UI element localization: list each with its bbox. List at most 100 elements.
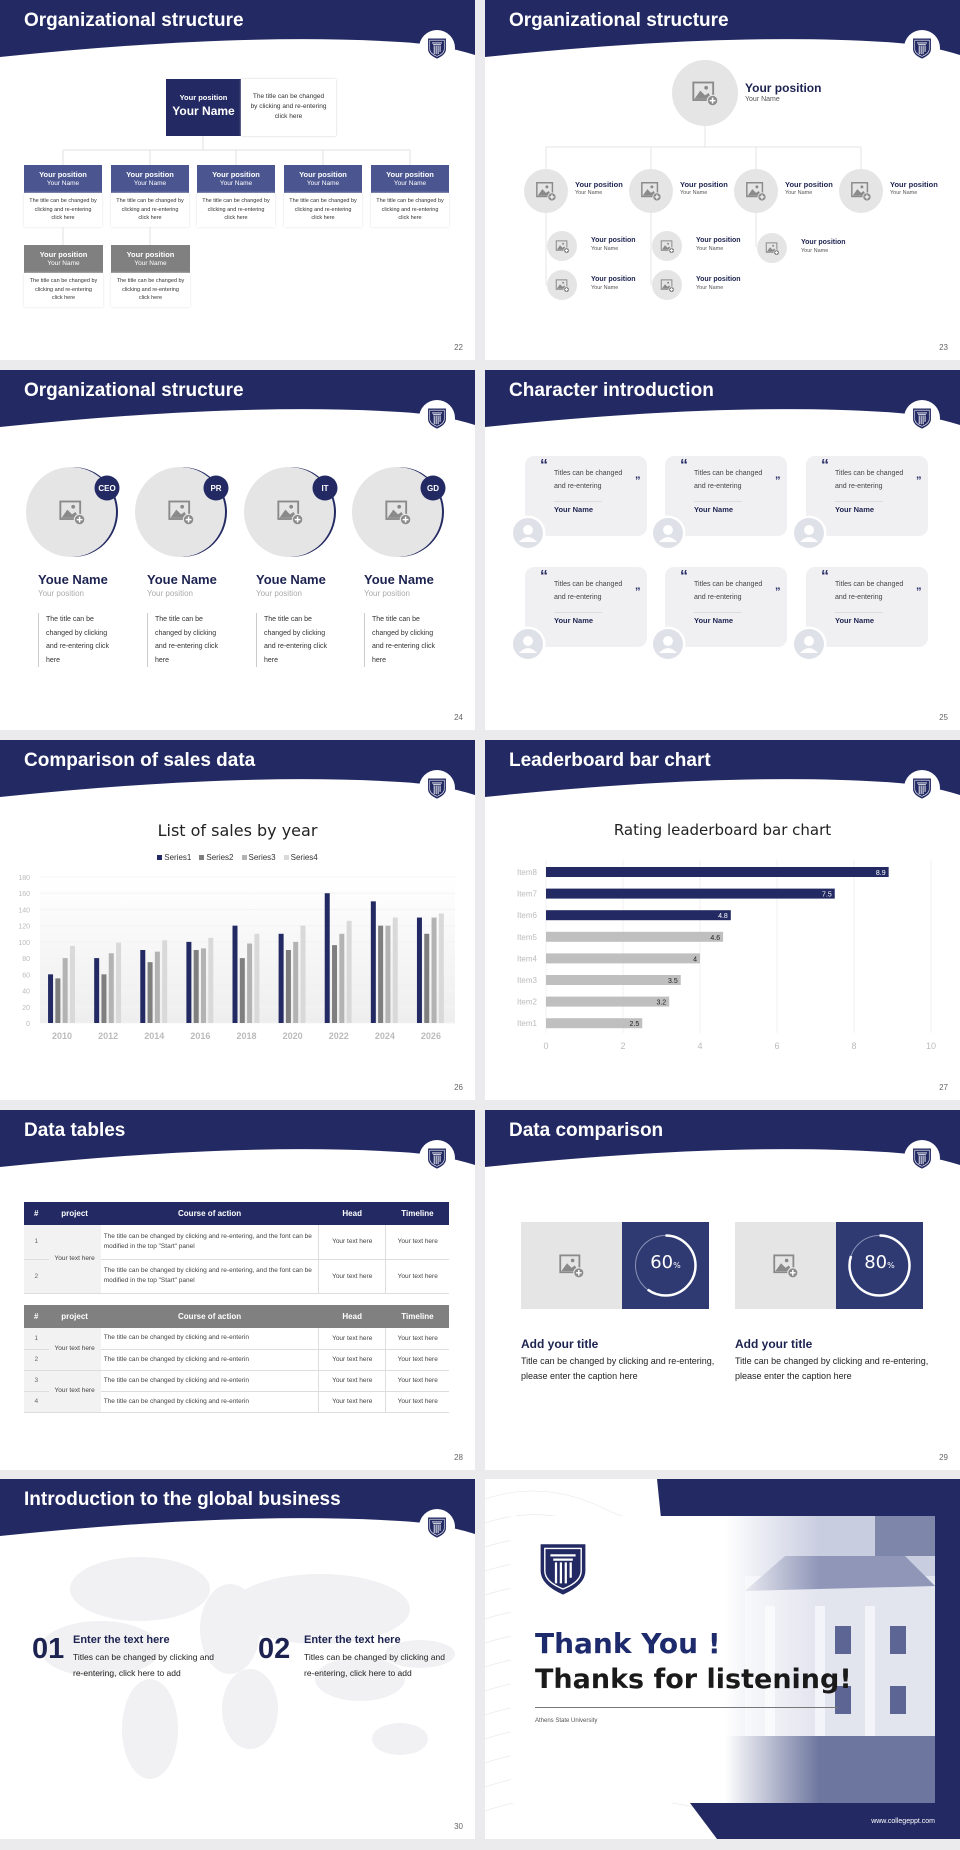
position-label: Your position	[801, 239, 846, 246]
plus	[759, 194, 765, 200]
continent-shape	[70, 1557, 210, 1621]
sun	[771, 244, 774, 247]
chart-title: Rating leaderboard bar chart	[613, 821, 832, 839]
frame	[555, 239, 567, 251]
bar-series4-2020	[300, 925, 306, 1023]
quote-card: “ Titles can be changed and re-entering ” Y…	[665, 567, 787, 647]
position-label: Your position	[126, 250, 175, 259]
name-label: Your Name	[696, 246, 724, 252]
avatar-placeholder	[650, 626, 686, 662]
ring-progress	[848, 1234, 911, 1297]
frame	[772, 1253, 794, 1273]
bar-series2-2014	[147, 962, 153, 1023]
university-name: Athens State University	[535, 1718, 598, 1724]
column-header: Timeline	[401, 1209, 434, 1218]
quote-card: “ Titles can be changed and re-entering ” Y…	[806, 567, 928, 647]
quote-text: Titles can be changed and re-entering	[835, 581, 904, 601]
sun	[666, 281, 669, 284]
thank-you-heading: Thank You !	[535, 1627, 721, 1660]
x-tick-label: 2016	[190, 1031, 210, 1041]
plus	[575, 1269, 582, 1276]
data-table: # project Course of action Head Timeline 1 You…	[24, 1202, 449, 1294]
image-placeholder[interactable]	[735, 1222, 836, 1309]
member-name: Youe Name	[147, 572, 217, 587]
column-header: Head	[342, 1312, 362, 1321]
university-logo	[419, 1140, 455, 1176]
position-label: Your position	[591, 276, 636, 283]
position-box[interactable]: Your position Your Name	[24, 165, 102, 193]
close-quote-icon: ”	[635, 475, 641, 487]
legend-item: Series1	[157, 853, 191, 862]
action-cell: The title can be changed by clicking and…	[100, 1328, 319, 1350]
person-head-icon	[804, 525, 814, 535]
percent-value: 80	[864, 1252, 888, 1273]
open-quote-icon: “	[540, 457, 548, 474]
position-box-gray[interactable]: Your position Your Name	[24, 245, 103, 273]
item-number: 01	[32, 1633, 65, 1665]
position-box-gray[interactable]: Your position Your Name	[111, 245, 190, 273]
quote-card: “ Titles can be changed and re-entering ” Y…	[525, 456, 647, 536]
bar-series2-2012	[101, 974, 107, 1023]
frame	[660, 239, 672, 251]
desc-box: The title can be changed by clicking and…	[111, 273, 190, 307]
photo-circle	[135, 467, 225, 557]
y-tick-label: 160	[18, 891, 30, 898]
person-body-icon	[659, 648, 677, 653]
frame	[168, 500, 191, 520]
position-label: Your position	[299, 170, 347, 179]
timeline-cell: Your text here	[385, 1259, 449, 1294]
desc-box: The title can be changed by clicking and…	[24, 193, 102, 227]
legend-swatch	[157, 855, 163, 860]
item-title: Add your title	[735, 1337, 813, 1351]
sun	[704, 85, 709, 90]
action-cell: The title can be changed by clicking and…	[100, 1349, 319, 1371]
header-band	[0, 0, 475, 57]
image-placeholder-icon	[277, 500, 304, 526]
image-placeholder[interactable]	[521, 1222, 622, 1309]
position-label: Your position	[126, 170, 174, 179]
y-category-label: Item8	[517, 868, 538, 877]
person-head-icon	[663, 636, 673, 646]
mountain	[170, 509, 188, 518]
open-quote-icon: “	[680, 457, 688, 474]
page-number: 22	[454, 343, 463, 352]
bar-series4-2016	[208, 937, 214, 1023]
bar-series1-2024	[370, 901, 376, 1023]
position-box[interactable]: Your position Your Name	[111, 165, 189, 193]
bar-series2-2026	[424, 933, 430, 1023]
image-placeholder-icon	[558, 1253, 584, 1278]
percent-unit: %	[887, 1261, 895, 1270]
campus-photo	[725, 1516, 935, 1803]
frame	[558, 1253, 580, 1273]
bar-series3-2018	[247, 943, 253, 1023]
position-label: Your position	[39, 170, 87, 179]
shield-inner	[429, 1518, 445, 1536]
image-placeholder-icon	[851, 182, 872, 202]
bar-series2-2020	[285, 950, 291, 1023]
y-tick-label: 60	[22, 972, 30, 979]
open-quote-icon: “	[821, 457, 829, 474]
shield-inner	[429, 779, 445, 797]
position-box[interactable]: Your position Your Name	[284, 165, 362, 193]
divider	[694, 501, 742, 502]
shield	[913, 1148, 931, 1169]
sun	[666, 242, 669, 245]
shield-icon	[428, 38, 446, 59]
photo-circle	[244, 467, 334, 557]
page-number: 23	[939, 343, 948, 352]
bar-series4-2018	[254, 933, 260, 1023]
university-logo	[904, 400, 940, 436]
position-box[interactable]: Your position Your Name	[197, 165, 275, 193]
top-position-box[interactable]: Your position Your Name	[166, 79, 241, 136]
divider	[554, 501, 602, 502]
timeline-cell: Your text here	[385, 1225, 449, 1260]
bar-series3-2012	[108, 953, 114, 1023]
shield-inner	[544, 1547, 582, 1590]
fade	[725, 1516, 935, 1803]
mountain	[747, 189, 762, 196]
shield-inner	[914, 409, 930, 427]
continent-shape	[315, 1657, 405, 1701]
position-box[interactable]: Your position Your Name	[371, 165, 449, 193]
head-cell: Your text here	[317, 1370, 386, 1392]
shield-icon	[913, 1148, 931, 1169]
